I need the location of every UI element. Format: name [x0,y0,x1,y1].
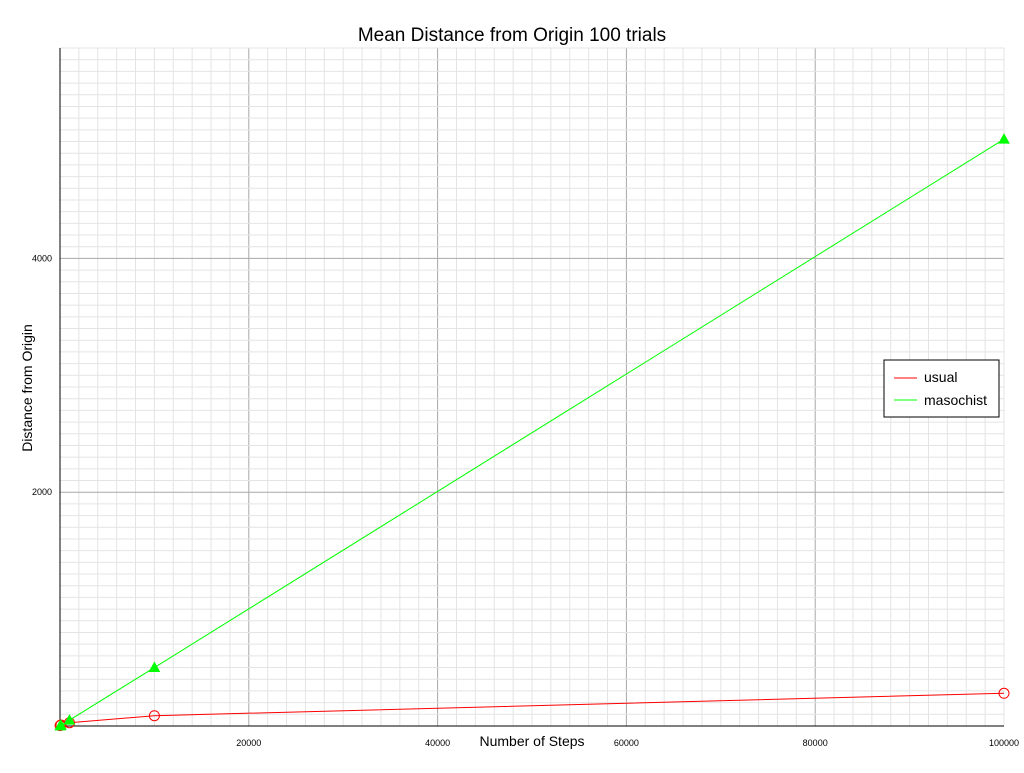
y-tick-label: 2000 [32,487,52,497]
y-axis-label: Distance from Origin [19,324,35,452]
x-tick-label: 40000 [425,738,450,748]
tick-labels: 20000 40000 60000 80000 100000 2000 4000 [32,253,1019,748]
x-tick-label: 60000 [614,738,639,748]
data-point-masochist [55,719,67,730]
series-masochist [54,133,1010,731]
legend: usual masochist [883,359,1000,418]
chart-title: Mean Distance from Origin 100 trials [358,25,666,46]
y-tick-label: 4000 [32,253,52,263]
x-tick-label: 20000 [236,738,261,748]
legend-box [883,359,1000,418]
axes-layer [59,48,1004,727]
data-point-masochist [148,661,161,673]
data-point-masochist [63,714,76,725]
x-axis-label: Number of Steps [479,733,584,749]
grid-layer [60,47,1005,726]
x-tick-label: 100000 [989,738,1019,748]
x-tick-label: 80000 [803,738,828,748]
legend-label-masochist: masochist [924,392,987,408]
legend-label-usual: usual [924,369,957,385]
data-point-usual [148,710,160,722]
data-point-masochist [998,133,1010,144]
data-point-usual [998,687,1010,699]
series-layer [54,133,1010,732]
